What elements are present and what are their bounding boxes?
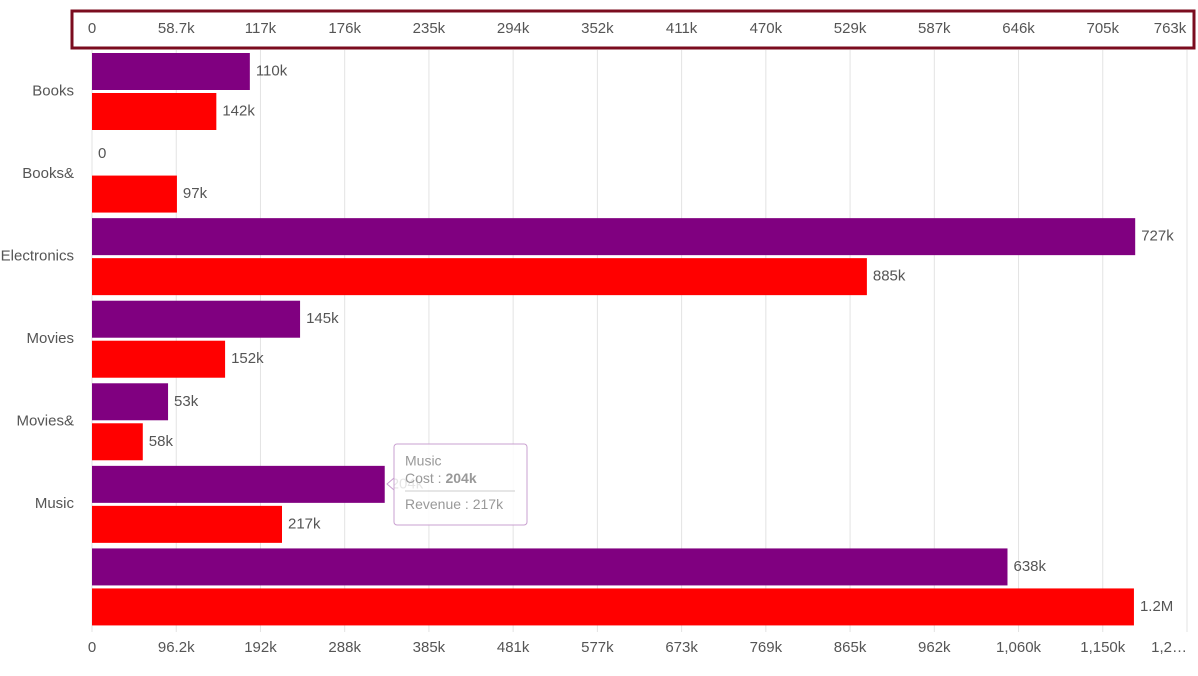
x2-tick-label: 763k: [1154, 20, 1187, 37]
tooltip-text: 204k: [445, 470, 476, 486]
bar: [92, 588, 1134, 626]
x2-tick-label: 587k: [918, 20, 951, 37]
x2-tick-label: 646k: [1002, 20, 1035, 37]
tooltip-title: Music: [405, 453, 442, 469]
data-label: 727k: [1141, 228, 1174, 245]
bar: [92, 258, 867, 296]
x-tick-label: 385k: [413, 639, 446, 656]
x-tick-label: 192k: [244, 639, 277, 656]
axis-highlight: [70, 9, 1196, 50]
data-label: 1.2M: [1140, 598, 1173, 615]
data-label: 638k: [1013, 558, 1046, 575]
data-label: 97k: [183, 185, 208, 202]
x-tick-label: 865k: [834, 639, 867, 656]
tooltip-row: Revenue : 217k: [405, 496, 504, 512]
tooltip-text: Revenue :: [405, 496, 473, 512]
x2-tick-label: 117k: [245, 20, 277, 37]
bar: [92, 218, 1136, 256]
bar: [92, 340, 226, 378]
bar: [92, 175, 177, 213]
x2-tick-label: 0: [88, 20, 96, 37]
category-label: Books: [32, 82, 74, 99]
data-label: 142k: [222, 102, 255, 119]
x-tick-label: 288k: [328, 639, 361, 656]
x-tick-label: 962k: [918, 639, 951, 656]
data-label: 145k: [306, 310, 339, 327]
bar: [92, 383, 169, 421]
x-tick-label: 673k: [665, 639, 698, 656]
bar: [92, 300, 301, 338]
x-tick-label: 577k: [581, 639, 614, 656]
x-tick-label: 1,150k: [1080, 639, 1126, 656]
x2-tick-label: 352k: [581, 20, 614, 37]
data-label: 58k: [149, 433, 174, 450]
x-tick-label: 96.2k: [158, 639, 195, 656]
tooltip-text: 217k: [473, 496, 504, 512]
data-label: 152k: [231, 350, 264, 367]
bar: [92, 93, 217, 130]
data-label: 0: [98, 145, 106, 162]
x2-tick-label: 235k: [413, 20, 446, 37]
x2-tick-label: 470k: [750, 20, 783, 37]
x-tick-label: 769k: [750, 639, 783, 656]
data-label: 885k: [873, 268, 906, 285]
tooltip-row: Cost : 204k: [405, 470, 477, 486]
category-label: Music: [35, 495, 75, 512]
x-tick-label: 0: [88, 639, 96, 656]
x2-tick-label: 58.7k: [158, 20, 195, 37]
category-label: Electronics: [1, 247, 74, 264]
data-label: 53k: [174, 393, 199, 410]
bar: [92, 465, 385, 503]
x-tick-label: 481k: [497, 639, 530, 656]
x2-tick-label: 176k: [328, 20, 361, 37]
category-label: Books&: [22, 165, 74, 182]
tooltip-box: [393, 443, 528, 526]
data-label: 217k: [288, 515, 321, 532]
x2-tick-label: 529k: [834, 20, 867, 37]
data-label: 110k: [256, 62, 288, 79]
tooltip-text: Cost :: [405, 470, 445, 486]
bar: [92, 423, 143, 461]
x2-tick-label: 294k: [497, 20, 530, 37]
x2-tick-label: 705k: [1087, 20, 1120, 37]
x-tick-label: 1,2…: [1151, 639, 1187, 656]
x-tick-label: 1,060k: [996, 639, 1042, 656]
bar: [92, 53, 250, 90]
bar: [92, 548, 1008, 586]
tooltip-pointer: [386, 477, 395, 491]
bar: [92, 505, 283, 543]
category-label: Movies&: [16, 413, 74, 430]
category-label: Movies: [26, 330, 74, 347]
x2-tick-label: 411k: [666, 20, 698, 37]
